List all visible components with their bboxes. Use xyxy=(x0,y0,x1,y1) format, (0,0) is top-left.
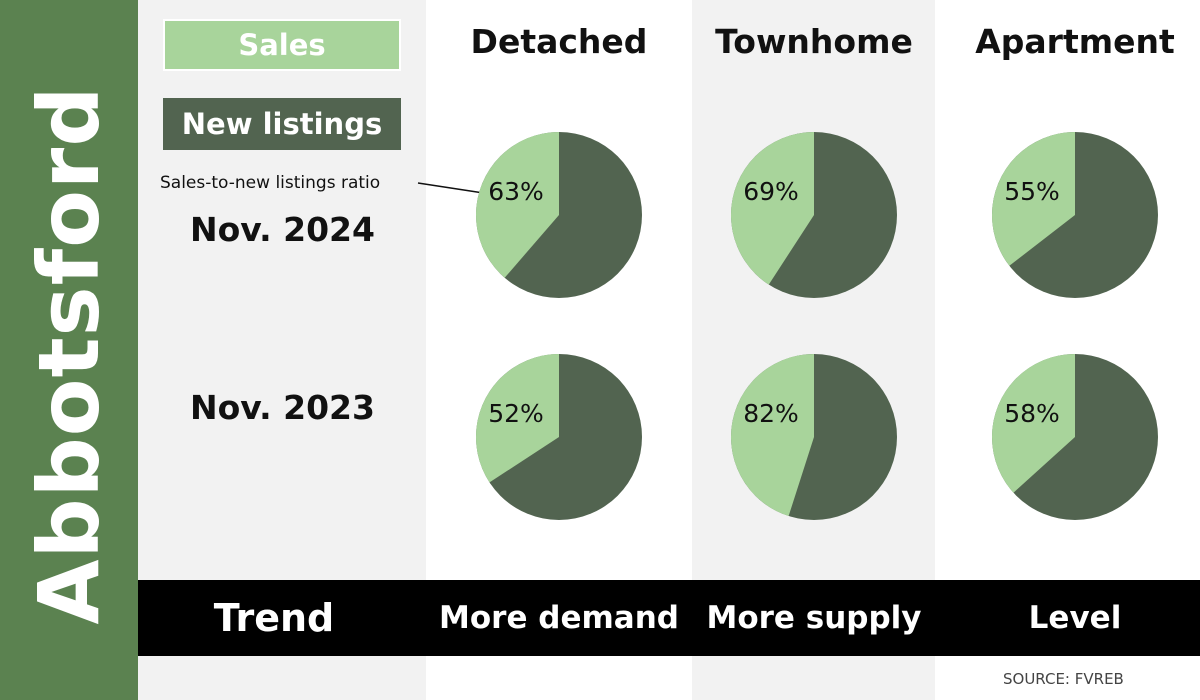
pie-label-townhome-2024: 69% xyxy=(743,177,799,206)
pie-label-apartment-2023: 58% xyxy=(1004,399,1060,428)
trend-apartment: Level xyxy=(1028,600,1122,636)
pie-sales-apartment-2024 xyxy=(992,132,1075,266)
source-credit: SOURCE: FVREB xyxy=(1003,670,1124,688)
pie-sales-detached-2023 xyxy=(476,354,559,483)
row-label-2023: Nov. 2023 xyxy=(190,388,375,427)
pie-label-townhome-2023: 82% xyxy=(743,399,799,428)
legend-new-listings: New listings xyxy=(163,98,401,150)
trend-detached: More demand xyxy=(439,600,679,636)
pie-label-detached-2023: 52% xyxy=(488,399,544,428)
row-label-2024: Nov. 2024 xyxy=(190,210,375,249)
trend-label: Trend xyxy=(213,596,335,640)
side-band xyxy=(0,0,138,700)
column-header-townhome: Townhome xyxy=(715,22,913,61)
pie-label-apartment-2024: 55% xyxy=(1004,177,1060,206)
pie-sales-apartment-2023 xyxy=(992,354,1075,493)
column-header-detached: Detached xyxy=(470,22,648,61)
pie-sales-townhome-2024 xyxy=(730,132,814,285)
pie-sales-detached-2024 xyxy=(476,132,559,278)
trend-townhome: More supply xyxy=(706,600,922,636)
trend-bar xyxy=(138,580,1200,656)
pie-label-detached-2024: 63% xyxy=(488,177,544,206)
legend-sales: Sales xyxy=(163,19,401,71)
pie-sales-townhome-2023 xyxy=(730,354,814,517)
column-header-apartment: Apartment xyxy=(975,22,1175,61)
ratio-annotation: Sales-to-new listings ratio xyxy=(160,173,381,193)
